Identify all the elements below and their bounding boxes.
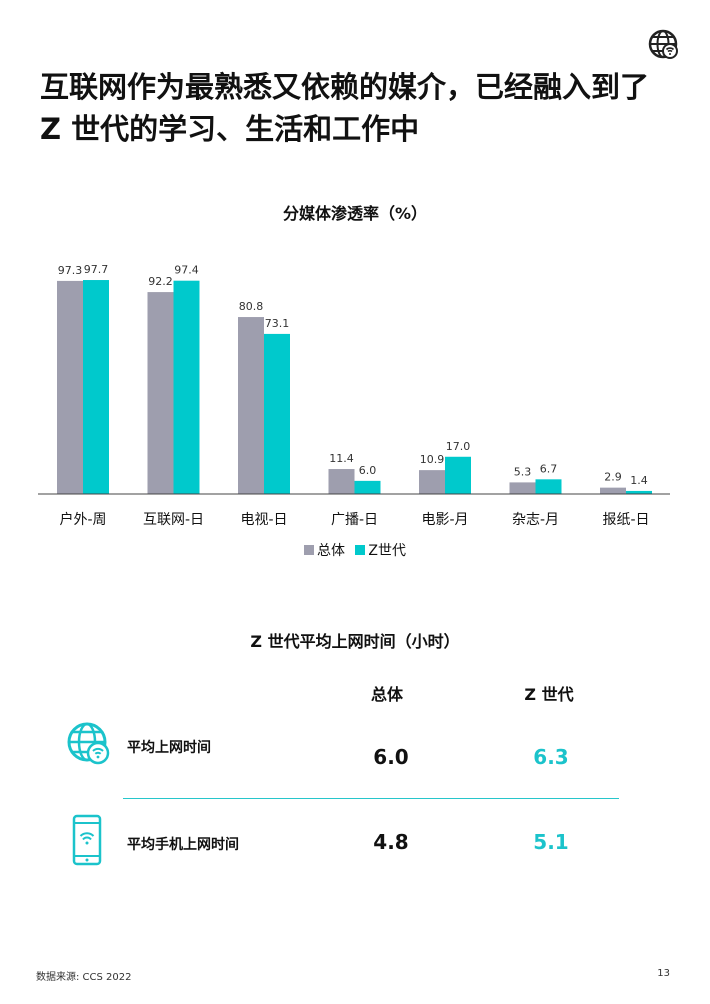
mobile-phone-icon: [72, 814, 102, 866]
data-label: 6.7: [540, 462, 558, 475]
data-label: 97.3: [58, 264, 83, 277]
legend-label-overall: 总体: [316, 543, 345, 559]
footer-source: 数据来源: CCS 2022: [36, 972, 132, 983]
data-label: 11.4: [329, 452, 354, 465]
column-header-genz: Z 世代: [524, 685, 574, 704]
table-title: Z 世代平均上网时间（小时）: [250, 632, 460, 651]
bar-overall: [328, 469, 355, 494]
data-label: 2.9: [604, 471, 622, 484]
headline-line-1: 互联网作为最熟悉又依赖的媒介，已经融入到了: [40, 70, 650, 104]
bar-genz: [173, 280, 200, 494]
data-label: 10.9: [420, 453, 445, 466]
data-label: 6.0: [359, 464, 377, 477]
data-label: 97.4: [174, 264, 199, 277]
legend-swatch-overall: [303, 545, 314, 555]
category-label: 互联网-日: [143, 512, 204, 528]
page-headline: 互联网作为最熟悉又依赖的媒介，已经融入到了 Z 世代的学习、生活和工作中: [40, 66, 680, 150]
bar-genz: [354, 480, 381, 494]
category-label: 电影-月: [421, 512, 468, 528]
category-label: 广播-日: [331, 512, 378, 528]
bar-genz: [264, 333, 290, 494]
category-label: 户外-周: [59, 511, 106, 528]
cell-avg-online-overall: 6.0: [373, 745, 409, 769]
data-label: 73.1: [265, 317, 290, 330]
table-divider: [123, 798, 619, 799]
data-label: 92.2: [148, 275, 173, 288]
category-label: 报纸-日: [602, 512, 649, 528]
category-label: 电视-日: [240, 512, 287, 528]
data-label: 1.4: [630, 474, 648, 487]
legend-item-overall: 总体: [303, 540, 345, 560]
data-label: 5.3: [514, 465, 532, 478]
globe-wifi-icon: [67, 722, 110, 765]
bar-genz: [626, 490, 652, 494]
legend-item-genz: Z世代: [355, 540, 406, 560]
bar-chart: 97.3 97.7 户外-周 92.297.4 互联网-日 80.873.1 电视-日 11.…: [38, 263, 670, 528]
cell-avg-mobile-overall: 4.8: [373, 830, 409, 854]
bar-genz: [83, 280, 109, 494]
legend-label-genz: Z世代: [368, 543, 407, 559]
bar-overall: [57, 280, 83, 494]
page-number: 13: [657, 968, 670, 979]
bar-overall: [509, 482, 536, 494]
legend-swatch-genz: [355, 545, 366, 555]
chart-title: 分媒体渗透率（%）: [282, 204, 428, 223]
data-label: 97.7: [84, 263, 109, 276]
cell-avg-mobile-genz: 5.1: [533, 830, 569, 854]
row-label-avg-mobile-online-time: 平均手机上网时间: [127, 837, 239, 853]
globe-wifi-icon: [648, 29, 678, 59]
headline-line-2: Z 世代的学习、生活和工作中: [40, 112, 420, 146]
column-header-overall: 总体: [370, 685, 403, 704]
data-label: 80.8: [239, 300, 264, 313]
bar-overall: [419, 470, 445, 494]
bar-overall: [147, 292, 174, 494]
bar-genz: [535, 479, 562, 494]
bar-overall: [600, 487, 626, 494]
cell-avg-online-genz: 6.3: [533, 745, 569, 769]
bar-overall: [238, 317, 264, 494]
bar-genz: [445, 456, 471, 494]
data-label: 17.0: [446, 440, 471, 453]
chart-legend: 总体 Z世代: [0, 540, 710, 560]
row-label-avg-online-time: 平均上网时间: [127, 740, 211, 756]
category-label: 杂志-月: [512, 512, 559, 528]
